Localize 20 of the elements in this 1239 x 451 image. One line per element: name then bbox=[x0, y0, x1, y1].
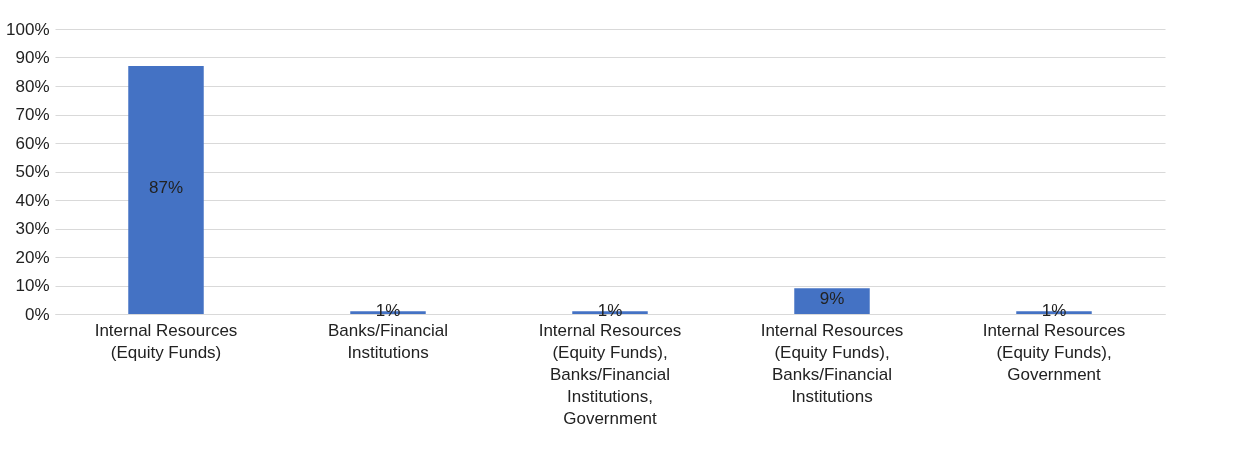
bar bbox=[794, 288, 870, 314]
data-label: 9% bbox=[819, 289, 845, 309]
x-tick-label: Internal Resources (Equity Funds), Banks/Financial Institutions, Government bbox=[538, 320, 682, 428]
y-tick-label: 10% bbox=[15, 276, 50, 295]
y-tick-label: 60% bbox=[15, 133, 50, 153]
bar bbox=[128, 66, 204, 314]
y-tick-label: 70% bbox=[15, 105, 50, 124]
x-tick-label: Banks/Financial Institutions bbox=[327, 320, 449, 362]
data-label: 87% bbox=[148, 178, 184, 198]
y-tick-label: 80% bbox=[15, 76, 50, 96]
y-tick-label: 20% bbox=[15, 247, 50, 267]
x-tick-label: Internal Resources (Equity Funds), Government bbox=[982, 320, 1126, 384]
y-tick-label: 0% bbox=[24, 304, 50, 324]
y-tick-label: 30% bbox=[15, 219, 50, 238]
x-tick-label: Internal Resources (Equity Funds) bbox=[94, 320, 238, 362]
y-tick-label: 50% bbox=[15, 162, 50, 181]
y-tick-label: 40% bbox=[15, 190, 50, 210]
y-tick-label: 90% bbox=[15, 48, 50, 67]
y-tick-label: 100% bbox=[6, 19, 50, 39]
x-tick-label: Internal Resources (Equity Funds), Banks/Financial Institutions bbox=[760, 320, 904, 406]
